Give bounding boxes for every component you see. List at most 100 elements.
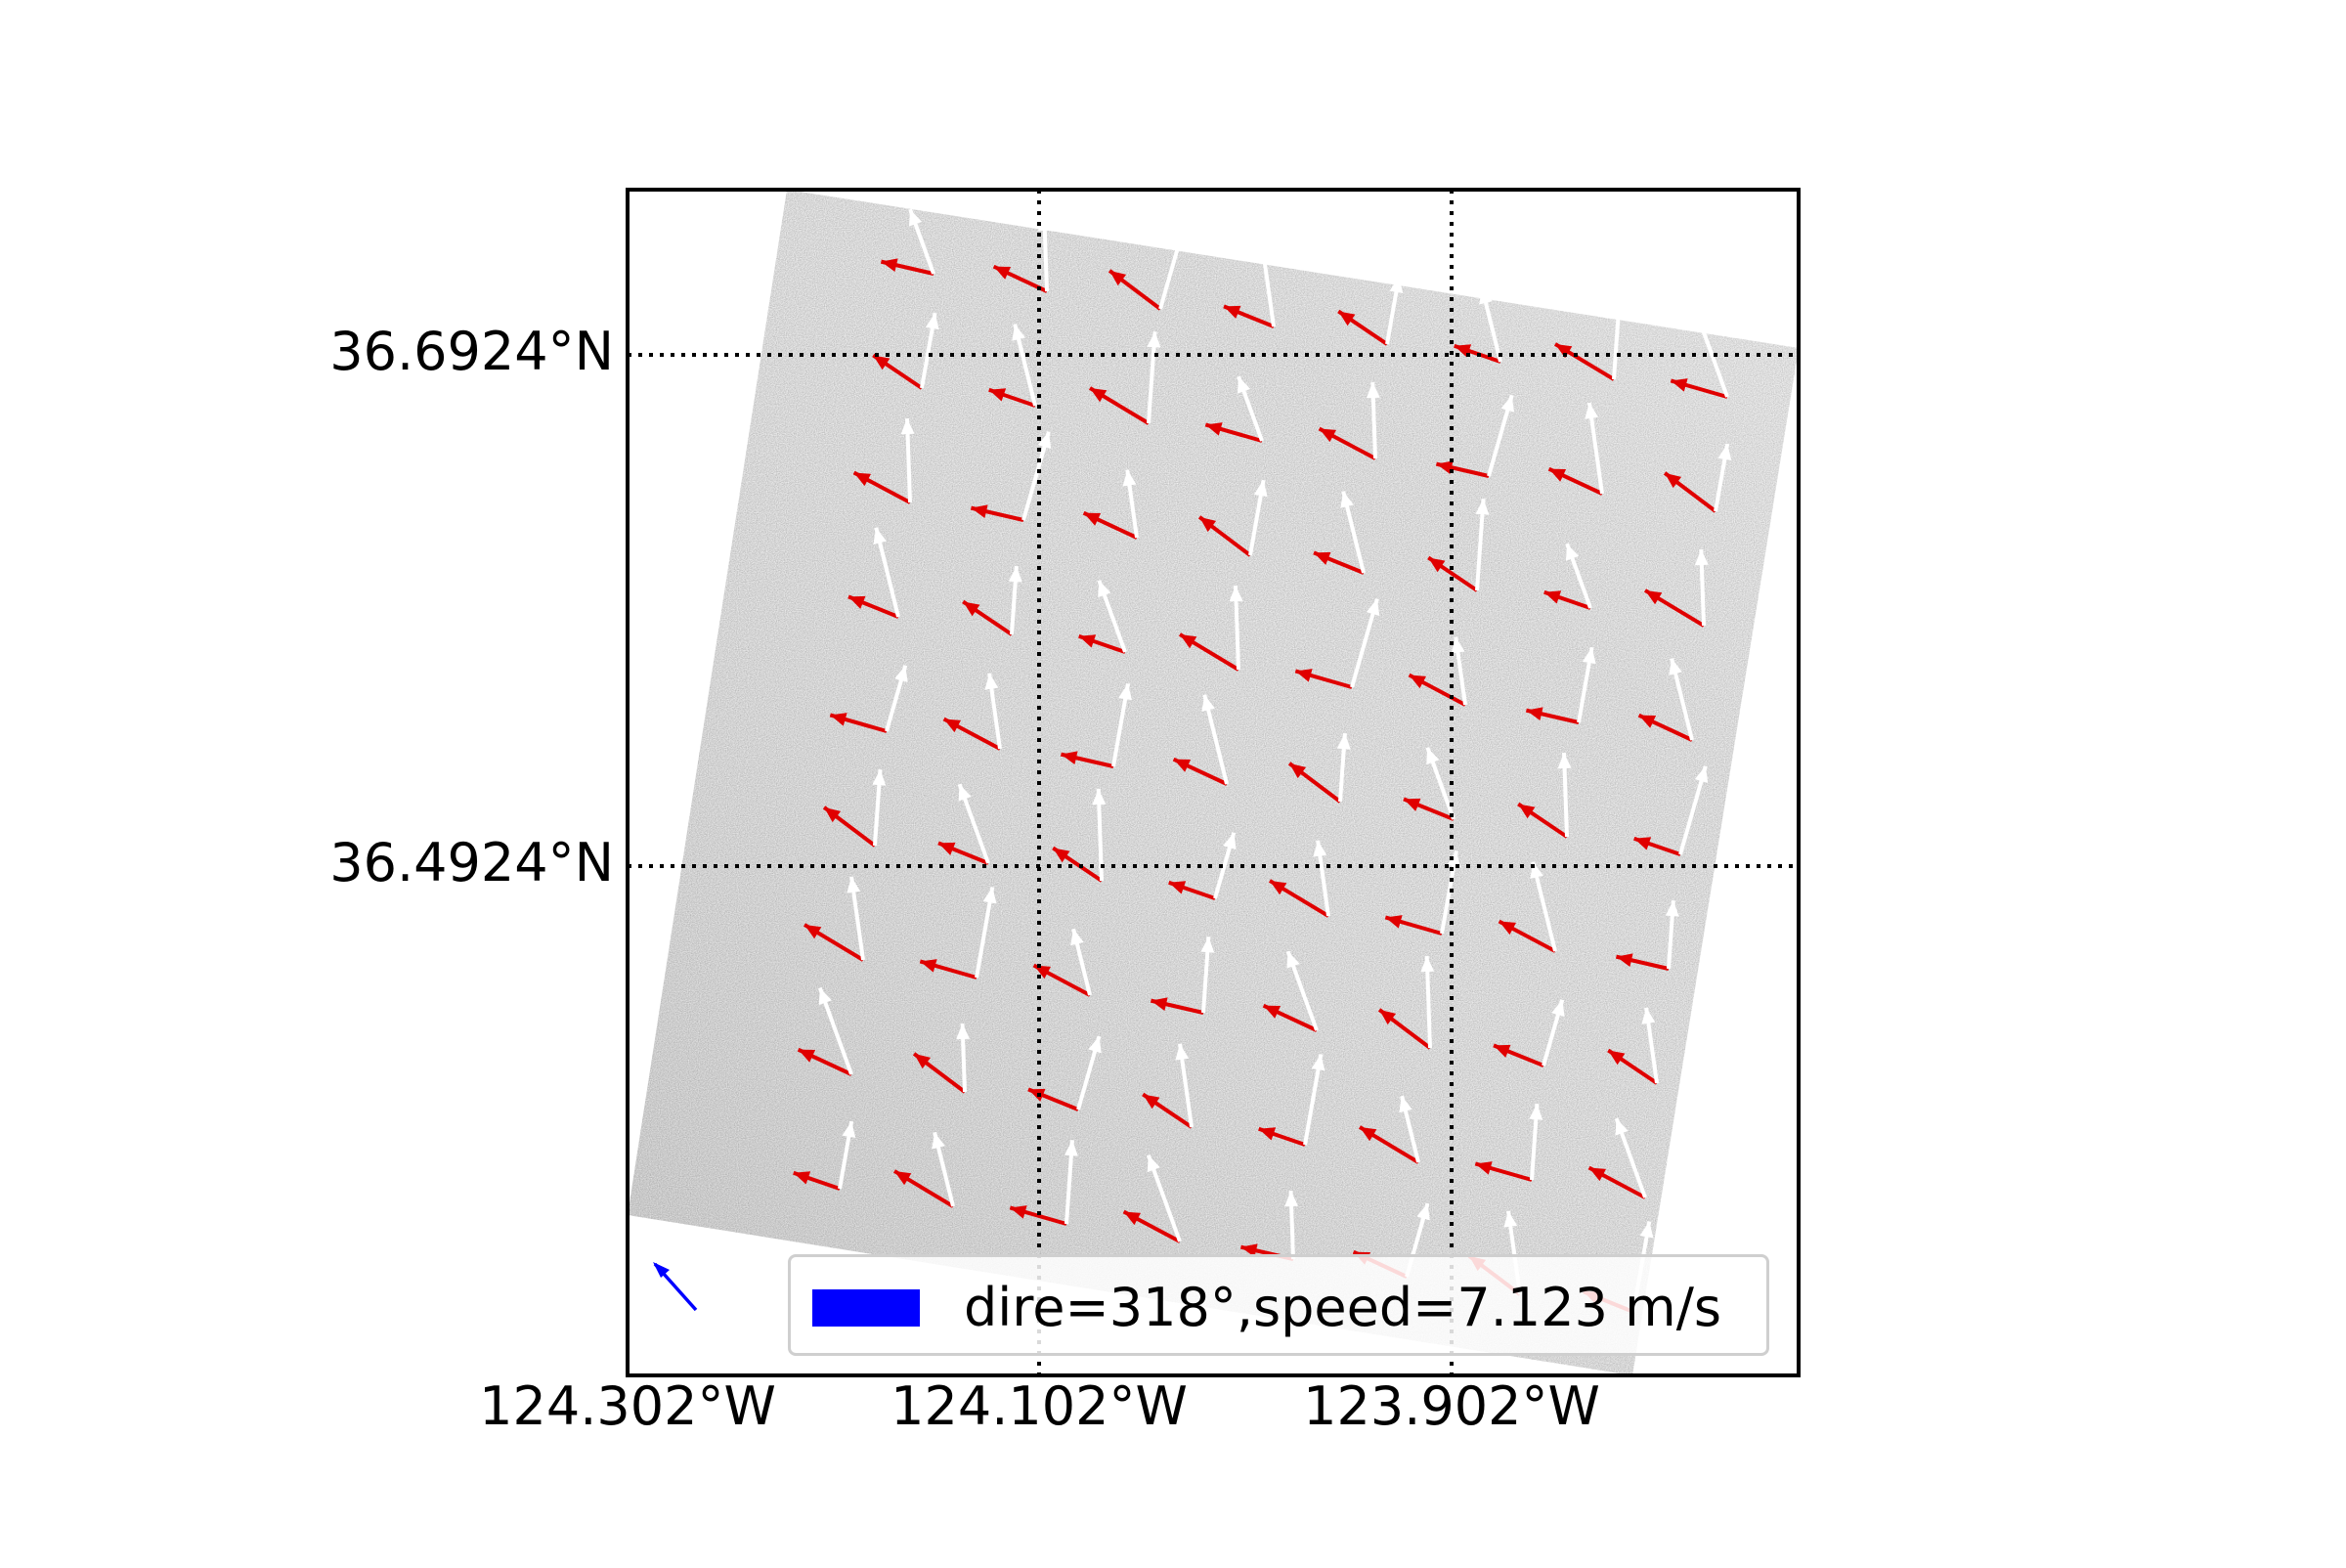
wind-arrow-white [1147,331,1161,424]
legend-label: dire=318°,speed=7.123 m/s [964,1277,1722,1338]
wind-arrow-white [1303,1054,1325,1146]
wind-arrow-white [1285,950,1319,1031]
wind-arrow-white [872,769,887,847]
wind-arrow-red [1498,919,1556,953]
wind-arrow-white [817,986,853,1075]
wind-arrow-red [1122,1209,1181,1243]
wind-arrow-white [1714,443,1732,512]
wind-arrow-white [1577,646,1596,723]
wind-arrow-red [1078,633,1126,654]
wind-arrow-red [1474,1161,1533,1182]
wind-arrow-white [1313,840,1330,917]
wind-arrow-white [1678,765,1709,855]
wind-arrow-red [1408,673,1466,707]
wind-arrow-white [920,312,939,389]
wind-arrow-red [852,470,911,504]
wind-arrow-red [797,1047,852,1076]
wind-arrow-white [900,417,915,503]
wind-arrow-white [1665,900,1679,970]
wind-arrow-white [1565,543,1592,609]
wind-arrow-red [1082,510,1138,540]
wind-arrow-red [1088,386,1151,425]
wind-arrow-red [970,504,1024,522]
wind-arrow-white [885,665,908,732]
wind-arrow-white [847,876,865,961]
wind-arrow-red [1607,1048,1659,1085]
wind-arrow-white [1064,1140,1078,1225]
wind-arrow-red [1258,1126,1306,1147]
wind-arrow-white [1248,479,1268,556]
wind-arrow-red [1384,915,1443,936]
wind-arrow-white [1611,295,1626,380]
wind-arrow-red [1150,997,1204,1015]
wind-arrow-white [838,1120,856,1190]
wind-arrow-white [1350,598,1380,688]
wind-arrow-white [1070,928,1092,996]
wind-arrow-red [1287,762,1342,804]
wind-arrow-red [912,1052,967,1094]
lon-tick-label: 124.102°W [891,1375,1188,1437]
wind-arrow-white [1479,286,1502,363]
wind-arrow-white [975,887,997,979]
wind-arrow-red [803,923,865,962]
wind-arrow-red [1637,713,1693,742]
wind-arrow-white [1008,566,1022,635]
wind-arrow-red [1032,963,1091,997]
wind-arrow-red [1318,426,1376,460]
wind-arrow-red [1108,269,1162,311]
wind-arrow-white [1284,1190,1299,1260]
legend-swatch [812,1289,920,1327]
wind-arrow-white [1200,936,1215,1014]
wind-arrow-white [873,527,900,618]
lat-tick-label: 36.4924°N [329,832,614,893]
wind-arrow-red [892,1169,955,1208]
wind-arrow-red [1268,879,1330,918]
wind-arrow-red [1587,1165,1646,1199]
sar-image [628,190,1799,1375]
wind-arrow-white [932,1131,955,1207]
wind-arrow-white [1021,431,1052,521]
wind-arrow-white [1425,747,1455,820]
gridlines [628,190,1799,1375]
wind-arrow-white [984,673,1002,750]
wind-arrow-white [1122,469,1139,539]
wind-arrow-red [1517,802,1569,839]
wind-arrow-white [1440,849,1461,935]
wind-arrow-white [1385,276,1404,345]
wind-arrow-white [1256,235,1276,327]
wind-arrow-white [1229,585,1243,671]
wind-arrow-red [1525,707,1580,724]
wind-arrow-red [1052,846,1104,883]
wind-arrow-red [942,717,1001,751]
reference-arrow-icon [653,1262,698,1312]
wind-arrow-red [1547,466,1603,496]
wind-arrow-white [956,1023,971,1093]
wind-arrow-red [1403,797,1455,821]
wind-arrow-red [1377,1008,1432,1050]
wind-arrow-white [1614,1117,1647,1198]
wind-arrow-white [1213,832,1237,899]
wind-arrow-white [1237,375,1264,442]
wind-arrow-white [1012,324,1037,407]
wind-arrow-red [1172,757,1228,786]
wind-arrow-red [1168,880,1216,900]
wind-arrow-red [1337,309,1389,346]
wind-arrow-red [1435,460,1490,478]
wind-arrow-red [1197,515,1252,557]
wind-arrow-white [1158,227,1187,310]
wind-arrow-red [962,599,1014,636]
wind-arrow-white [957,783,990,864]
wind-arrow-red [880,258,934,276]
wind-arrow-white [1475,499,1490,591]
wind-arrow-white [1097,580,1127,653]
wind-arrow-red [1313,550,1365,575]
wind-arrow-white [1420,955,1435,1049]
wind-arrow-white [1669,658,1694,741]
wind-arrow-white [1340,491,1366,574]
wind-arrow-red [919,959,978,980]
wind-arrow-red [1294,669,1353,689]
wind-arrow-red [1670,378,1728,399]
wind-arrow-red [872,353,924,390]
